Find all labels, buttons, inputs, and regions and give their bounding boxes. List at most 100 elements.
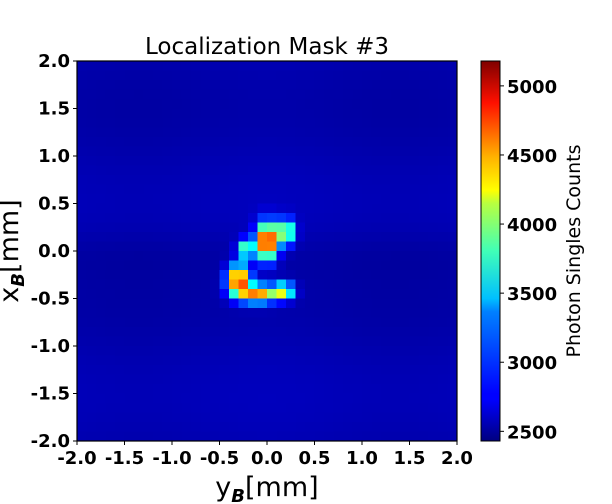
heatmap-cell — [409, 194, 420, 204]
heatmap-cell — [447, 118, 458, 128]
heatmap-cell — [105, 308, 116, 318]
heatmap-cell — [324, 241, 334, 252]
heatmap-cell — [390, 298, 401, 309]
heatmap-cell — [314, 241, 325, 252]
heatmap-cell — [371, 175, 382, 185]
heatmap-cell — [229, 279, 239, 290]
heatmap-cell — [352, 175, 363, 185]
heatmap-cell — [276, 270, 287, 280]
heatmap-cell — [400, 251, 410, 261]
heatmap-cell — [438, 251, 448, 261]
heatmap-cell — [238, 108, 249, 119]
heatmap-cell — [143, 384, 154, 394]
heatmap-cell — [343, 232, 353, 242]
heatmap-cell — [295, 184, 306, 195]
heatmap-cell — [86, 336, 97, 347]
heatmap-cell — [238, 431, 249, 442]
heatmap-cell — [219, 355, 230, 366]
heatmap-cell — [153, 431, 163, 442]
heatmap-cell — [210, 251, 220, 261]
heatmap-cell — [172, 260, 182, 271]
heatmap-cell — [143, 232, 154, 242]
heatmap-cell — [219, 289, 230, 299]
heatmap-cell — [86, 317, 97, 328]
heatmap-cell — [153, 308, 163, 318]
heatmap-cell — [428, 346, 439, 356]
heatmap-cell — [124, 80, 135, 90]
heatmap-cell — [333, 365, 344, 375]
heatmap-cell — [86, 260, 97, 271]
heatmap-cell — [276, 327, 287, 337]
x-tick-label: 1.0 — [346, 448, 378, 469]
heatmap-cell — [428, 99, 439, 109]
heatmap-cell — [267, 298, 277, 309]
heatmap-cell — [305, 289, 315, 299]
heatmap-cell — [438, 184, 448, 195]
heatmap-cell — [96, 80, 106, 90]
heatmap-cell — [295, 374, 306, 385]
heatmap-cell — [352, 308, 363, 318]
heatmap-cell — [191, 327, 201, 337]
heatmap-cell — [419, 108, 429, 119]
heatmap-cell — [276, 232, 287, 242]
heatmap-cell — [96, 279, 106, 290]
heatmap-cell — [409, 213, 420, 223]
heatmap-cell — [229, 355, 239, 366]
heatmap-cell — [77, 289, 87, 299]
heatmap-cell — [295, 232, 306, 242]
heatmap-cell — [257, 61, 268, 71]
heatmap-cell — [96, 422, 106, 432]
heatmap-cell — [134, 80, 144, 90]
heatmap-cell — [143, 70, 154, 81]
heatmap-cell — [276, 431, 287, 442]
heatmap-cell — [257, 241, 268, 252]
heatmap-cell — [381, 108, 391, 119]
heatmap-cell — [229, 184, 239, 195]
heatmap-cell — [305, 365, 315, 375]
heatmap-cell — [210, 374, 220, 385]
heatmap-cell — [362, 422, 372, 432]
heatmap-cell — [428, 270, 439, 280]
heatmap-cell — [105, 175, 116, 185]
heatmap-cell — [286, 384, 296, 394]
heatmap-cell — [248, 289, 258, 299]
heatmap-cell — [314, 327, 325, 337]
heatmap-cell — [447, 393, 458, 404]
heatmap-cell — [248, 89, 258, 100]
heatmap-cell — [314, 232, 325, 242]
heatmap-cell — [86, 175, 97, 185]
heatmap-cell — [419, 431, 429, 442]
heatmap-cell — [153, 127, 163, 138]
heatmap-cell — [153, 336, 163, 347]
heatmap-cell — [143, 137, 154, 147]
heatmap-cell — [324, 403, 334, 413]
heatmap-cell — [314, 403, 325, 413]
heatmap-cell — [276, 213, 287, 223]
heatmap-cell — [172, 241, 182, 252]
heatmap-cell — [362, 184, 372, 195]
heatmap-cell — [153, 327, 163, 337]
heatmap-cell — [419, 146, 429, 157]
heatmap-cell — [314, 175, 325, 185]
heatmap-cell — [324, 137, 334, 147]
heatmap-cell — [409, 384, 420, 394]
heatmap-cell — [362, 384, 372, 394]
heatmap-cell — [438, 289, 448, 299]
heatmap-cell — [219, 251, 230, 261]
heatmap-cell — [343, 422, 353, 432]
heatmap-cell — [124, 251, 135, 261]
heatmap-cell — [295, 298, 306, 309]
heatmap-cell — [162, 374, 173, 385]
heatmap-cell — [371, 308, 382, 318]
heatmap-cell — [333, 336, 344, 347]
heatmap-cell — [438, 156, 448, 166]
heatmap-cell — [115, 384, 125, 394]
heatmap-cell — [267, 165, 277, 176]
heatmap-cell — [286, 70, 296, 81]
heatmap-cell — [267, 327, 277, 337]
heatmap-cell — [257, 260, 268, 271]
heatmap-cell — [419, 80, 429, 90]
heatmap-cell — [257, 422, 268, 432]
heatmap-cell — [134, 365, 144, 375]
heatmap-cell — [153, 270, 163, 280]
